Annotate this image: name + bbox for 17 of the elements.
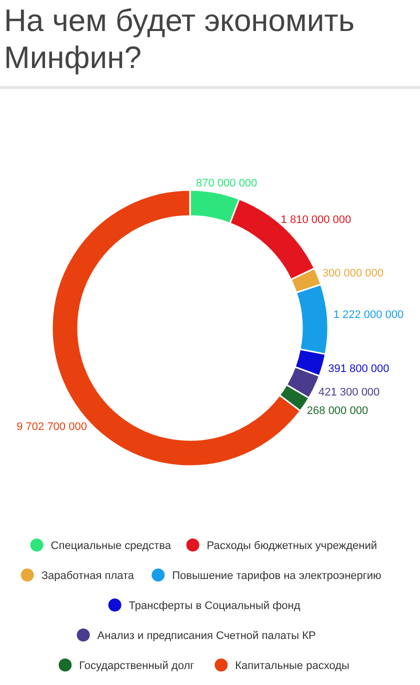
legend-label: Расходы бюджетных учреждений: [206, 540, 378, 552]
data-label: 391 800 000: [328, 362, 390, 375]
legend-label: Специальные средства: [50, 540, 172, 552]
legend-label: Капитальные расходы: [235, 660, 350, 672]
legend-label: Государственный долг: [79, 660, 194, 672]
data-label: 870 000 000: [196, 177, 258, 190]
legend-label: Заработная плата: [41, 570, 135, 582]
data-label: 300 000 000: [322, 267, 384, 280]
data-label: 1 222 000 000: [333, 309, 404, 322]
data-label: 9 702 700 000: [16, 420, 87, 433]
legend-label: Повышение тарифов на электроэнергию: [172, 570, 382, 582]
data-label: 421 300 000: [318, 386, 380, 398]
legend-label: Анализ и предписания Счетной палаты КР: [97, 630, 316, 642]
chart-title: На чем будет экономить Минфин?: [4, 2, 356, 76]
legend-label: Трансферты в Социальный фонд: [128, 600, 301, 612]
data-label: 1 810 000 000: [280, 214, 352, 226]
data-label: 268 000 000: [306, 404, 368, 417]
